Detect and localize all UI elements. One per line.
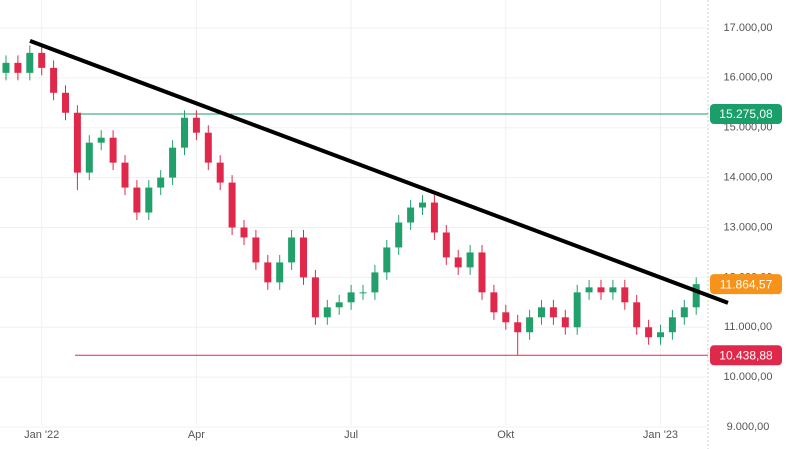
candle-body — [264, 262, 272, 283]
candle-body — [692, 284, 700, 308]
candle-body — [645, 327, 653, 338]
candle-body — [419, 202, 426, 208]
candle-body — [633, 302, 641, 328]
candle-body — [85, 142, 93, 173]
candle-body — [573, 292, 581, 328]
price-label-box — [710, 103, 782, 124]
candle-body — [252, 237, 260, 263]
candle-body — [38, 52, 46, 68]
candle-body — [62, 92, 69, 113]
candle-body — [121, 162, 129, 188]
candle-body — [288, 237, 296, 263]
y-tick-label: 15.000,00 — [724, 122, 773, 134]
candle-body — [14, 62, 22, 73]
y-tick-label: 11.000,00 — [724, 321, 772, 333]
candle-body — [585, 287, 593, 293]
candle-body — [276, 262, 284, 283]
candle-body — [181, 117, 188, 148]
candle-body — [407, 207, 415, 223]
candle-body — [204, 132, 212, 163]
candle-body — [490, 292, 498, 313]
trendline — [29, 39, 729, 305]
candle-body — [240, 227, 248, 238]
candle-body — [514, 322, 522, 333]
candle-body — [192, 117, 200, 133]
x-tick-label: Apr — [188, 429, 205, 441]
candle-body — [2, 62, 10, 73]
candle-body — [478, 252, 486, 293]
candle-body — [442, 232, 450, 258]
price-label-box — [710, 345, 782, 366]
candle-body — [157, 177, 165, 188]
last-price-label: 11.864,57 — [720, 277, 773, 291]
y-tick-label: 17.000,00 — [724, 22, 773, 34]
candle-body — [395, 222, 403, 248]
candle-body — [597, 287, 605, 293]
candle-body — [359, 292, 367, 294]
candle-body — [300, 237, 307, 278]
candle-body — [50, 67, 58, 93]
candle-body — [680, 307, 688, 318]
candle-body — [109, 137, 117, 163]
candle-body — [228, 182, 236, 228]
candle-body — [73, 112, 81, 173]
candle-body — [169, 147, 177, 178]
candle-body — [371, 272, 379, 293]
candle-body — [347, 292, 355, 303]
candle-body — [133, 187, 141, 213]
x-tick-label: Jan '22 — [24, 429, 59, 441]
candle-body — [657, 332, 664, 338]
candle-body — [323, 307, 331, 318]
x-tick-label: Jul — [344, 429, 358, 441]
candle-body — [668, 317, 676, 333]
candle-body — [466, 252, 474, 268]
y-tick-label: 14.000,00 — [724, 172, 773, 184]
price-label: 10.438,88 — [719, 348, 773, 362]
price-label: 15.275,08 — [719, 107, 773, 121]
candle-body — [26, 52, 34, 73]
candle-body — [454, 257, 462, 268]
candle-body — [430, 202, 438, 233]
y-tick-label: 16.000,00 — [724, 72, 773, 84]
y-tick-label: 13.000,00 — [724, 221, 773, 233]
last-price-box — [710, 274, 782, 295]
x-tick-label: Okt — [497, 429, 514, 441]
candle-body — [502, 312, 510, 323]
candle-body — [561, 317, 569, 328]
candle-body — [97, 137, 105, 143]
candle-body — [216, 162, 224, 183]
candle-body — [538, 307, 545, 318]
candle-body — [609, 287, 617, 293]
candle-body — [145, 187, 153, 213]
candle-body — [621, 287, 629, 303]
candle-body — [311, 277, 319, 318]
x-tick-label: Jan '23 — [643, 429, 678, 441]
y-tick-label: 9.000,00 — [727, 421, 770, 433]
candle-body — [383, 247, 391, 273]
candle-body — [549, 307, 557, 318]
candle-body — [526, 317, 534, 333]
candle-body — [335, 302, 343, 308]
y-tick-label: 10.000,00 — [724, 371, 773, 383]
